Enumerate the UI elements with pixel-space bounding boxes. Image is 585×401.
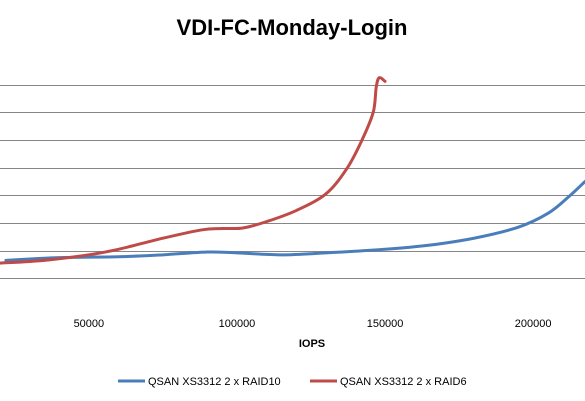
series-line-raid6 <box>0 76 387 265</box>
legend-label: QSAN XS3312 2 x RAID6 <box>340 376 467 388</box>
series-lines <box>0 76 585 265</box>
x-tick-label: 50000 <box>74 318 105 330</box>
legend-item-raid6: QSAN XS3312 2 x RAID6 <box>310 376 467 388</box>
x-tick-label: 150000 <box>367 318 404 330</box>
chart-title: VDI-FC-Monday-Login <box>177 15 408 40</box>
x-tick-label: 200000 <box>515 318 552 330</box>
series-line-raid10 <box>4 180 585 262</box>
x-axis-tick-labels: 50000 100000 150000 200000 <box>74 318 552 330</box>
gridlines <box>0 85 585 279</box>
legend-label: QSAN XS3312 2 x RAID10 <box>148 376 281 388</box>
x-tick-label: 100000 <box>219 318 256 330</box>
x-axis-title: IOPS <box>299 338 325 350</box>
legend-item-raid10: QSAN XS3312 2 x RAID10 <box>118 376 281 388</box>
legend: QSAN XS3312 2 x RAID10 QSAN XS3312 2 x RA… <box>118 376 467 388</box>
